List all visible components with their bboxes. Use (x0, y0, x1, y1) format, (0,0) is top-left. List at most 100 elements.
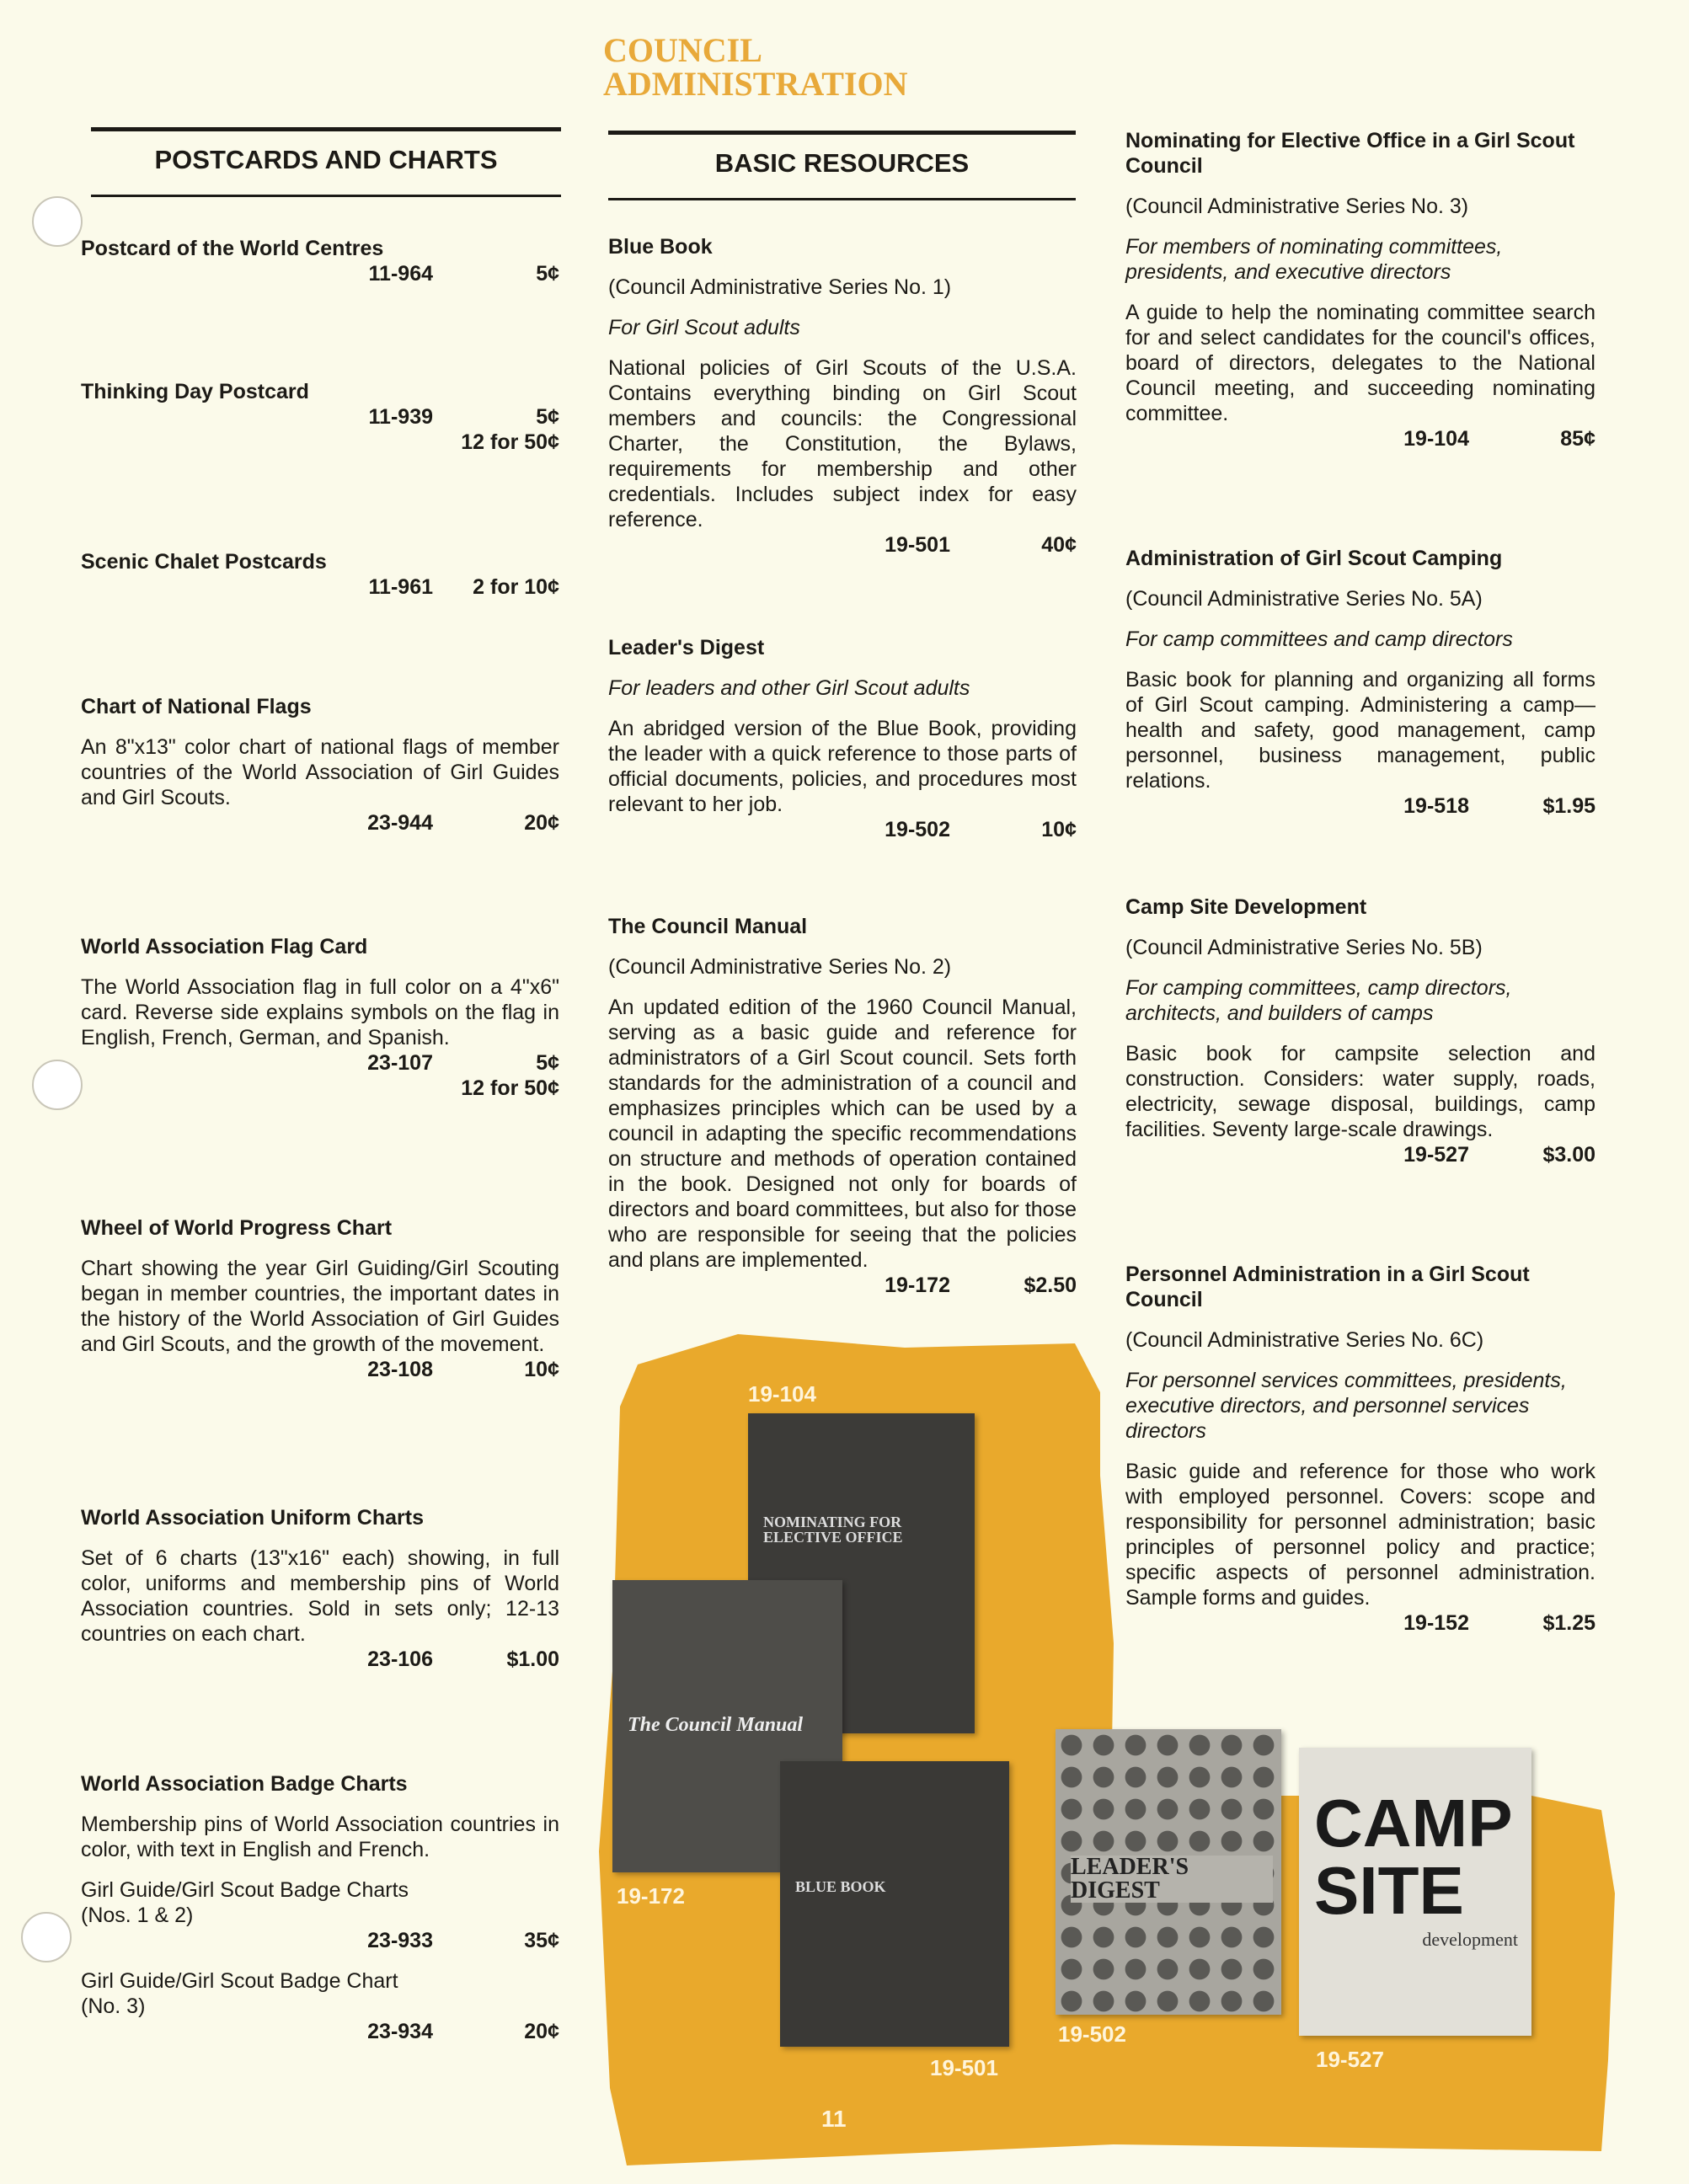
item-audience: For camp committees and camp directors (1125, 627, 1513, 651)
catalog-item: Camp Site Development (Council Administra… (1125, 894, 1595, 1167)
binder-hole (32, 1060, 83, 1110)
book-cover-title: NOMINATING FOR ELECTIVE OFFICE (763, 1514, 903, 1546)
item-code (340, 1076, 433, 1101)
item-price: 20¢ (524, 811, 559, 835)
catalog-item: Chart of National Flags An 8"x13" color c… (81, 694, 559, 836)
item-title: World Association Uniform Charts (81, 1506, 424, 1530)
item-description: An 8"x13" color chart of national flags … (81, 735, 559, 809)
item-description: Membership pins of World Association cou… (81, 1813, 559, 1861)
item-price: 12 for 50¢ (461, 430, 559, 454)
item-series: (Council Administrative Series No. 6C) (1125, 1328, 1484, 1352)
price-row: 11-939 5¢ (81, 404, 559, 430)
price-row: 19-527 $3.00 (1125, 1142, 1595, 1167)
item-code: 19-501 (885, 533, 950, 557)
item-title: Leader's Digest (608, 636, 765, 659)
catalog-item: The Council Manual (Council Administrativ… (608, 914, 1077, 1298)
catalog-item: Wheel of World Progress Chart Chart showi… (81, 1215, 559, 1382)
item-description: Basic book for planning and organizing a… (1125, 668, 1595, 793)
item-code: 11-964 (368, 262, 433, 286)
item-price: 10¢ (1041, 818, 1077, 841)
item-title: Nominating for Elective Office in a Girl… (1125, 129, 1575, 178)
item-code: 23-944 (367, 811, 433, 835)
page-number: 11 (821, 2106, 847, 2132)
catalog-item: World Association Flag Card The World Ass… (81, 934, 559, 1101)
item-code: 19-152 (1403, 1611, 1469, 1635)
catalog-item: Leader's Digest For leaders and other Gir… (608, 635, 1077, 842)
divider (91, 127, 561, 131)
item-price: $1.95 (1542, 794, 1595, 818)
section-title-postcards: POSTCARDS AND CHARTS (154, 145, 498, 174)
price-row: 23-106 $1.00 (81, 1647, 559, 1672)
book-cover-subtitle: development (1422, 1929, 1518, 1950)
catalog-item: Scenic Chalet Postcards 11-961 2 for 10¢ (81, 549, 559, 600)
item-title: Postcard of the World Centres (81, 237, 384, 260)
book-code-label: 19-172 (617, 1883, 685, 1909)
item-title: Scenic Chalet Postcards (81, 550, 327, 574)
catalog-item: World Association Badge Charts Membership… (81, 1771, 559, 2044)
item-description: A guide to help the nominating committee… (1125, 301, 1595, 425)
sub-item: Girl Guide/Girl Scout Badge Chart (No. 3… (81, 1968, 559, 2044)
price-row: 11-964 5¢ (81, 261, 559, 286)
item-code: 23-107 (367, 1051, 433, 1075)
book-code-label: 19-527 (1316, 2047, 1384, 2072)
catalog-item: Administration of Girl Scout Camping (Cou… (1125, 546, 1595, 819)
item-price: 5¢ (536, 262, 559, 286)
price-row: 19-518 $1.95 (1125, 793, 1595, 819)
item-price: 12 for 50¢ (461, 1076, 559, 1100)
item-price: 5¢ (536, 405, 559, 429)
item-title: Wheel of World Progress Chart (81, 1216, 393, 1240)
price-row: 19-152 $1.25 (1125, 1610, 1595, 1636)
book-photo: CAMP SITE development (1299, 1748, 1531, 2036)
item-price: $3.00 (1542, 1143, 1595, 1167)
item-price: $1.25 (1542, 1611, 1595, 1635)
item-code: 23-933 (367, 1929, 433, 1952)
price-row: 12 for 50¢ (81, 1076, 559, 1101)
sub-item-label: Girl Guide/Girl Scout Badge Charts (Nos.… (81, 1878, 409, 1927)
item-price: 10¢ (524, 1358, 559, 1381)
catalog-item: Nominating for Elective Office in a Girl… (1125, 128, 1595, 451)
item-code: 23-108 (367, 1358, 433, 1381)
item-audience: For Girl Scout adults (608, 316, 800, 339)
book-code-label: 19-104 (748, 1381, 816, 1407)
item-code: 19-172 (885, 1274, 950, 1297)
item-code: 19-104 (1403, 427, 1469, 451)
item-audience: For members of nominating committees, pr… (1125, 235, 1503, 284)
divider (608, 131, 1076, 135)
item-series: (Council Administrative Series No. 1) (608, 275, 952, 299)
item-code: 19-518 (1403, 794, 1469, 818)
item-code: 23-934 (367, 2020, 433, 2043)
book-code-label: 19-501 (930, 2055, 998, 2080)
item-description: National policies of Girl Scouts of the … (608, 356, 1077, 531)
section-title-basic-resources: BASIC RESOURCES (714, 148, 970, 178)
price-row: 23-934 20¢ (81, 2019, 559, 2044)
item-title: The Council Manual (608, 915, 808, 938)
divider (608, 198, 1076, 200)
price-row: 23-933 35¢ (81, 1928, 559, 1953)
item-title: Blue Book (608, 235, 713, 259)
price-row: 23-108 10¢ (81, 1357, 559, 1382)
item-description: Basic guide and reference for those who … (1125, 1460, 1595, 1610)
item-audience: For camping committees, camp directors, … (1125, 976, 1512, 1025)
item-description: An updated edition of the 1960 Council M… (608, 996, 1077, 1272)
item-title: Chart of National Flags (81, 695, 312, 718)
item-series: (Council Administrative Series No. 5B) (1125, 936, 1483, 959)
book-cover-title: LEADER'S DIGEST (1071, 1856, 1273, 1903)
book-cover-title: BLUE BOOK (795, 1878, 886, 1895)
item-code: 11-939 (368, 405, 433, 429)
sub-item: Girl Guide/Girl Scout Badge Charts (Nos.… (81, 1877, 559, 1953)
item-price: 20¢ (524, 2020, 559, 2043)
item-series: (Council Administrative Series No. 3) (1125, 195, 1469, 218)
price-row: 19-502 10¢ (608, 817, 1077, 842)
catalog-item: Blue Book (Council Administrative Series … (608, 234, 1077, 558)
binder-hole (32, 196, 83, 247)
item-title: World Association Flag Card (81, 935, 368, 959)
item-title: Administration of Girl Scout Camping (1125, 547, 1503, 570)
book-cover-title: The Council Manual (628, 1714, 804, 1736)
item-title: Personnel Administration in a Girl Scout… (1125, 1263, 1530, 1311)
price-row: 19-501 40¢ (608, 532, 1077, 558)
book-photo: BLUE BOOK (780, 1761, 1009, 2047)
item-price: 35¢ (524, 1929, 559, 1952)
item-title: World Association Badge Charts (81, 1772, 408, 1796)
header-line-1: COUNCIL (603, 31, 762, 69)
item-price: 40¢ (1041, 533, 1077, 557)
